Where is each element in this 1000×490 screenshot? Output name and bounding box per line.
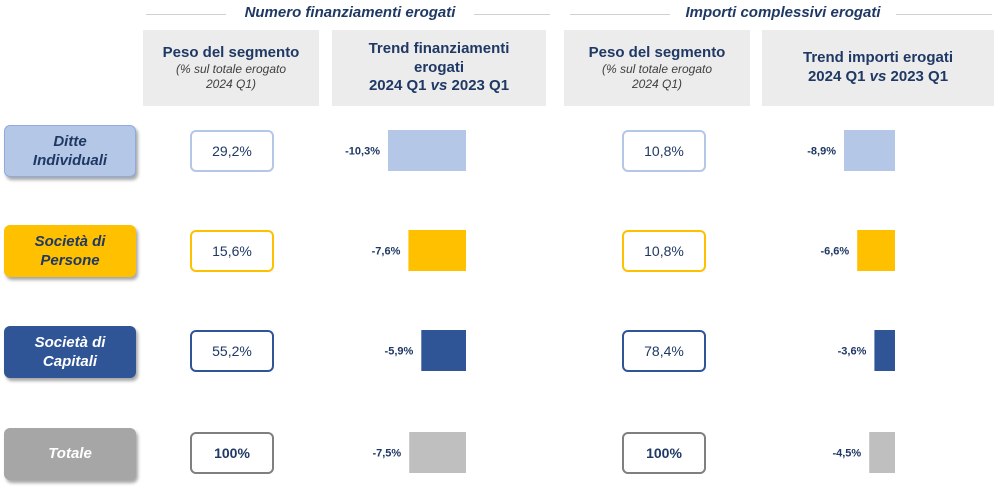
trend-amount-bar-3 — [869, 432, 895, 473]
row-label-societa-di-persone: Società di Persone — [4, 225, 136, 277]
weight-count-ditte: 29,2% — [190, 130, 274, 172]
trend-count-label-1: -7,6% — [372, 246, 401, 258]
column-header-title: 2024 Q1 vs 2023 Q1 — [368, 77, 510, 95]
trend-count-bar-2 — [421, 330, 466, 371]
column-header-title: Peso del segmento — [162, 43, 300, 61]
column-header-title: 2024 Q1 vs 2023 Q1 — [807, 68, 949, 85]
group-title-amount: Importi complessivi erogati — [685, 4, 881, 21]
column-header-weight-count: Peso del segmento (% sul totale erogato … — [143, 30, 319, 106]
trend-count-bar-0 — [388, 130, 466, 171]
weight-count-persone: 15,6% — [190, 230, 274, 272]
column-header-title: erogati — [413, 58, 464, 76]
trend-amount-bar-0 — [844, 130, 895, 171]
column-header-title: Trend finanziamenti — [368, 39, 510, 57]
trend-amount-label-2: -3,6% — [838, 346, 867, 358]
trend-count-label-3: -7,5% — [372, 448, 401, 460]
divider — [474, 14, 550, 15]
trend-count-label-2: -5,9% — [385, 346, 414, 358]
trend-amount-label-0: -8,9% — [807, 146, 836, 158]
group-title-count: Numero finanziamenti erogati — [244, 4, 456, 21]
weight-amount-totale: 100% — [622, 432, 706, 474]
trend-count-bar-1 — [408, 230, 466, 271]
trend-count-bar-3 — [409, 432, 466, 473]
column-header-title: Trend importi erogati — [802, 49, 953, 67]
weight-count-capitali: 55,2% — [190, 330, 274, 372]
divider — [570, 14, 670, 15]
column-header-subtitle: 2024 Q1) — [205, 77, 257, 92]
trend-amount-label-1: -6,6% — [820, 246, 849, 258]
trend-amount-bar-1 — [857, 230, 895, 271]
trend-amount-label-3: -4,5% — [832, 448, 861, 460]
divider — [146, 14, 226, 15]
weight-count-totale: 100% — [190, 432, 274, 474]
column-header-trend-count: Trend finanziamenti erogati 2024 Q1 vs 2… — [332, 30, 546, 106]
weight-amount-ditte: 10,8% — [622, 130, 706, 172]
weight-amount-persone: 10,8% — [622, 230, 706, 272]
column-header-title: Peso del segmento — [588, 43, 726, 61]
column-header-subtitle: (% sul totale erogato — [601, 62, 713, 77]
column-header-subtitle: 2024 Q1) — [631, 77, 683, 92]
column-header-trend-amount: Trend importi erogati 2024 Q1 vs 2023 Q1 — [762, 30, 994, 106]
column-header-weight-amount: Peso del segmento (% sul totale erogato … — [564, 30, 750, 106]
column-header-subtitle: (% sul totale erogato — [175, 62, 287, 77]
row-label-totale: Totale — [4, 428, 136, 480]
divider — [896, 14, 992, 15]
row-label-societa-di-capitali: Società di Capitali — [4, 326, 136, 378]
weight-amount-capitali: 78,4% — [622, 330, 706, 372]
trend-count-label-0: -10,3% — [345, 146, 380, 158]
trend-amount-bar-2 — [874, 330, 895, 371]
row-label-ditte-individuali: Ditte Individuali — [4, 125, 136, 177]
